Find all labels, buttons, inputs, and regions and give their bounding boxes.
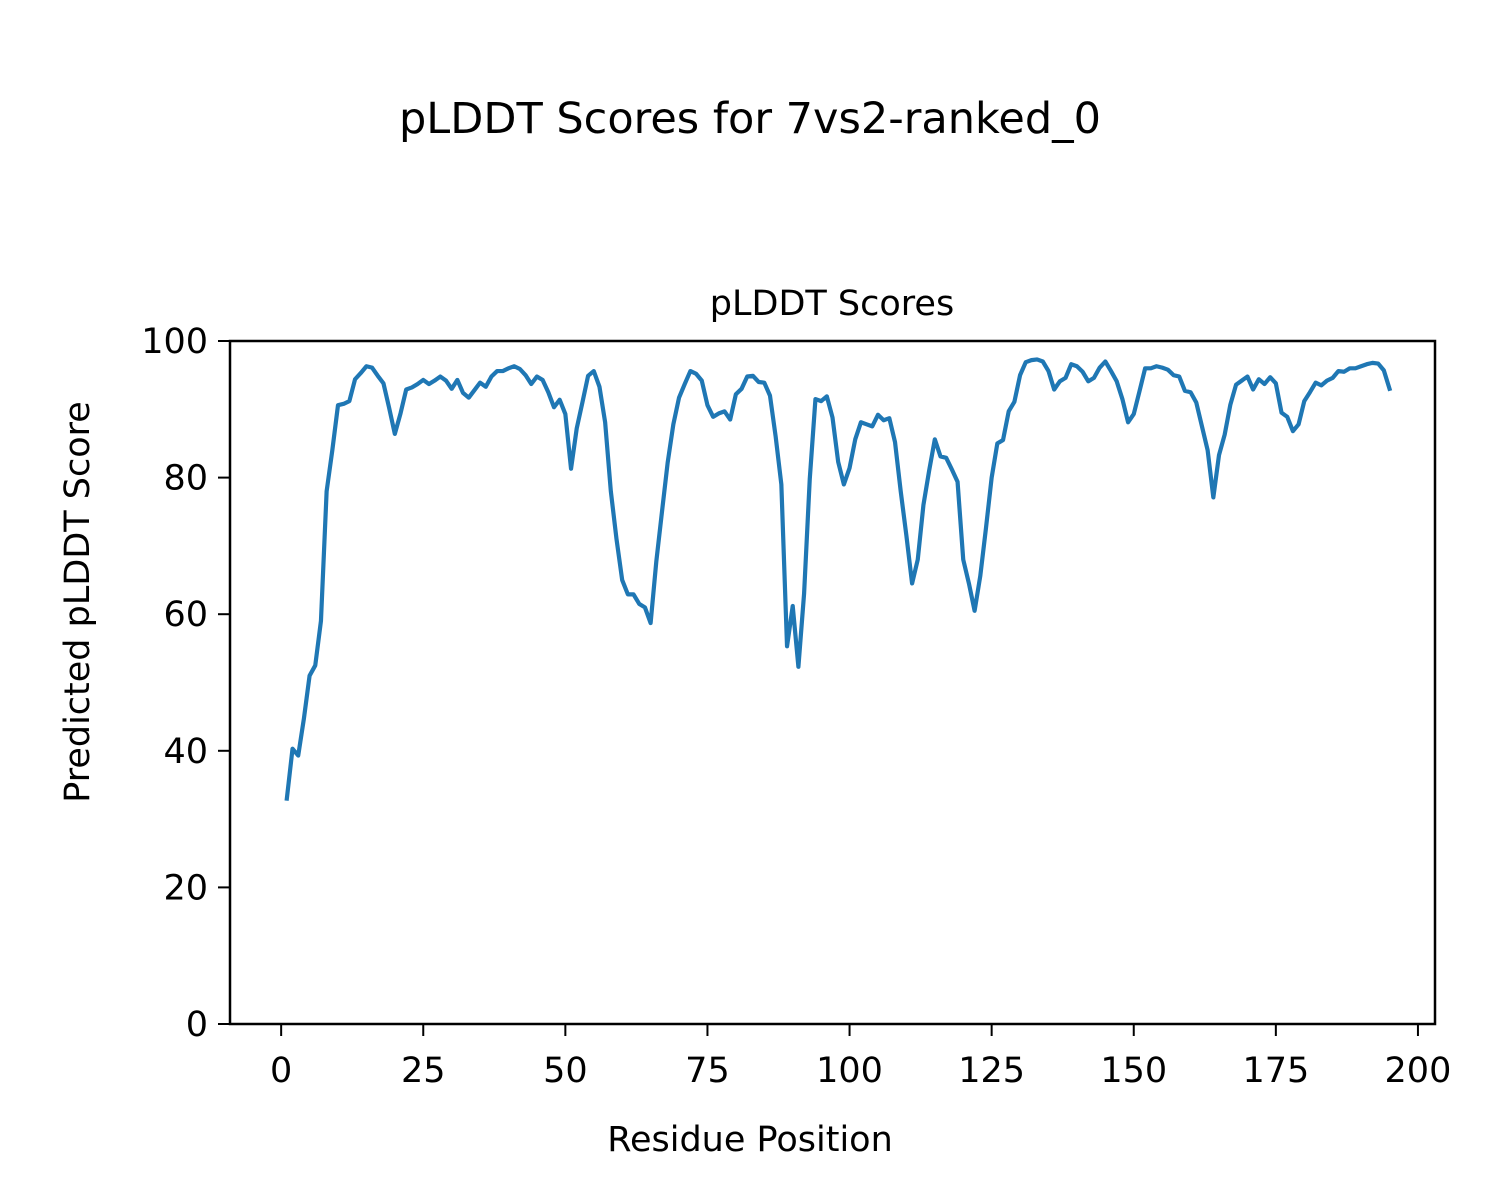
series-line-0 [284,357,1393,801]
plot-area [284,357,1393,801]
x-tick-label: 50 [543,1051,588,1091]
chart-title: pLDDT Scores [710,284,954,324]
y-tick-label: 20 [163,868,208,908]
y-tick-label: 60 [163,595,208,635]
y-axis-label: Predicted pLDDT Score [58,401,98,803]
figure-suptitle: pLDDT Scores for 7vs2-ranked_0 [399,94,1101,144]
x-axis: 0 25 50 75 100 125 150 175 200 [270,1024,1451,1091]
y-tick-label: 0 [186,1005,208,1045]
x-tick-label: 75 [685,1051,730,1091]
x-tick-label: 150 [1100,1051,1167,1091]
x-tick-label: 200 [1385,1051,1452,1091]
y-tick-label: 80 [163,459,208,499]
y-tick-label: 100 [141,322,208,362]
y-axis: 0 20 40 60 80 100 [141,322,230,1045]
x-tick-label: 0 [270,1051,292,1091]
plot-frame [228,339,1437,1026]
x-tick-label: 25 [401,1051,446,1091]
x-tick-label: 100 [816,1051,883,1091]
x-tick-label: 125 [958,1051,1025,1091]
y-tick-label: 40 [163,732,208,772]
x-tick-label: 175 [1242,1051,1309,1091]
x-axis-label: Residue Position [607,1120,893,1160]
